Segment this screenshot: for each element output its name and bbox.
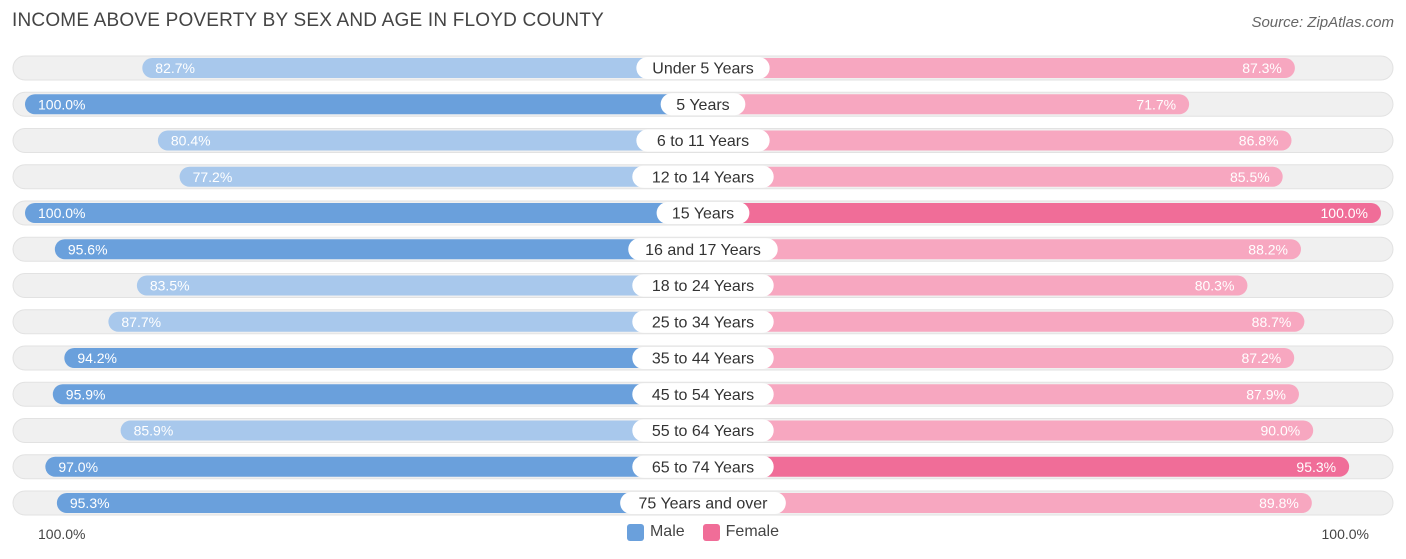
category-label: 18 to 24 Years — [652, 278, 754, 295]
value-label-male: 87.7% — [121, 314, 161, 330]
bar-female — [703, 166, 1283, 187]
chart-svg: 82.7% 87.3% Under 5 Years 100.0% 71.7% 5 Year… — [12, 55, 1394, 516]
bar-male — [157, 130, 703, 151]
bar-female — [703, 275, 1248, 296]
bar-female — [703, 203, 1381, 223]
legend-item-female: Female — [702, 523, 780, 541]
category-pill — [632, 383, 774, 406]
legend-label-female: Female — [725, 523, 780, 540]
value-label-male: 100.0% — [38, 205, 85, 221]
value-label-male: 100.0% — [38, 96, 85, 112]
value-label-female: 87.9% — [1246, 386, 1286, 402]
category-pill — [660, 93, 746, 116]
value-label-female: 90.0% — [1260, 423, 1300, 439]
value-label-female: 88.7% — [1252, 314, 1292, 330]
value-label-male: 77.2% — [193, 169, 233, 185]
category-pill — [628, 238, 778, 261]
category-label: 55 to 64 Years — [652, 423, 754, 440]
category-label: 25 to 34 Years — [652, 314, 754, 331]
legend-swatch-female — [702, 523, 720, 541]
category-label: 65 to 74 Years — [652, 459, 754, 476]
bar-male — [120, 420, 703, 441]
value-label-male: 85.9% — [134, 423, 174, 439]
axis-right-label: 100.0% — [1321, 526, 1369, 542]
bar-male — [54, 239, 703, 260]
category-label: 12 to 14 Years — [652, 169, 754, 186]
value-label-female: 80.3% — [1195, 278, 1235, 294]
bar-female — [703, 58, 1295, 78]
value-label-female: 87.2% — [1242, 350, 1282, 366]
category-label: 35 to 44 Years — [652, 351, 754, 368]
axis-left-label: 100.0% — [38, 526, 86, 542]
bar-female — [703, 239, 1301, 260]
value-label-female: 85.5% — [1230, 169, 1270, 185]
bar-male — [52, 384, 704, 405]
bar-male — [25, 94, 703, 115]
category-label: 15 Years — [672, 206, 734, 223]
category-pill — [632, 455, 774, 478]
value-label-male: 95.9% — [66, 386, 106, 402]
legend-item-male: Male — [626, 523, 685, 541]
chart-title: INCOME ABOVE POVERTY BY SEX AND AGE IN F… — [12, 10, 604, 31]
bar-male — [108, 311, 704, 332]
category-pill — [620, 492, 786, 514]
bar-female — [703, 130, 1292, 151]
category-pill — [636, 57, 770, 79]
bar-male — [142, 58, 703, 78]
category-pill — [632, 419, 774, 442]
value-label-female: 100.0% — [1321, 205, 1368, 221]
bar-female — [703, 348, 1295, 368]
category-pill — [632, 274, 774, 297]
category-pill — [632, 347, 774, 369]
bar-female — [703, 493, 1312, 513]
bar-male — [45, 456, 703, 477]
category-label: 45 to 54 Years — [652, 387, 754, 404]
bar-male — [25, 203, 703, 223]
bar-male — [64, 348, 704, 368]
legend-swatch-male — [626, 523, 644, 541]
bar-female — [703, 94, 1190, 115]
bar-female — [703, 456, 1350, 477]
value-label-female: 71.7% — [1136, 96, 1176, 112]
value-label-male: 95.3% — [70, 495, 110, 511]
category-pill — [632, 165, 774, 188]
bar-female — [703, 384, 1299, 405]
bar-female — [703, 311, 1305, 332]
bar-male — [136, 275, 703, 296]
category-label: 75 Years and over — [639, 496, 769, 513]
category-pill — [656, 202, 750, 224]
category-pill — [632, 310, 774, 333]
source-label: Source: ZipAtlas.com — [1251, 14, 1394, 31]
category-pill — [636, 129, 770, 152]
value-label-female: 88.2% — [1248, 241, 1288, 257]
legend: Male Female — [0, 523, 1406, 541]
legend-label-male: Male — [649, 523, 685, 540]
value-label-male: 94.2% — [77, 350, 117, 366]
value-label-male: 95.6% — [68, 241, 108, 257]
value-label-female: 89.8% — [1259, 495, 1299, 511]
category-label: 6 to 11 Years — [657, 133, 749, 150]
bar-male — [56, 493, 703, 513]
value-label-female: 86.8% — [1239, 133, 1279, 149]
value-label-female: 87.3% — [1242, 60, 1282, 76]
bar-male — [179, 166, 704, 187]
bar-female — [703, 420, 1314, 441]
category-label: Under 5 Years — [652, 61, 753, 78]
category-label: 16 and 17 Years — [645, 242, 761, 259]
value-label-male: 97.0% — [58, 459, 98, 475]
value-label-male: 83.5% — [150, 278, 190, 294]
category-label: 5 Years — [676, 97, 729, 114]
value-label-female: 95.3% — [1296, 459, 1336, 475]
value-label-male: 80.4% — [171, 133, 211, 149]
value-label-male: 82.7% — [155, 60, 195, 76]
